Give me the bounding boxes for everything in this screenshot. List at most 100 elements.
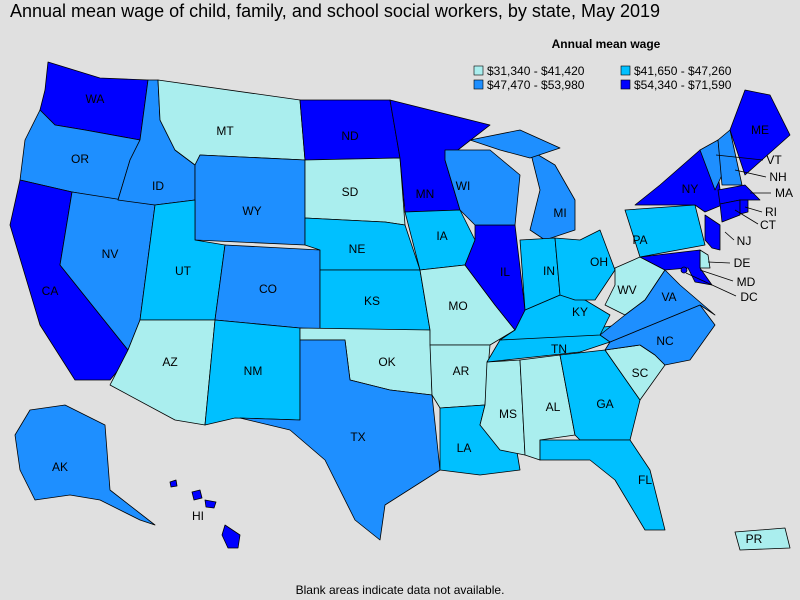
state-label: MT <box>216 124 234 138</box>
legend: Annual mean wage $31,340 - $41,420 $41,6… <box>473 37 732 92</box>
state-label: SC <box>632 366 649 380</box>
state <box>169 479 178 488</box>
legend-swatch <box>620 65 631 76</box>
state-label: ID <box>152 179 164 193</box>
state <box>204 499 217 509</box>
state-label: ND <box>341 129 359 143</box>
state <box>464 224 526 331</box>
state <box>239 339 441 541</box>
state-label: PR <box>746 532 763 546</box>
legend-title: Annual mean wage <box>552 37 661 51</box>
state-label: WA <box>86 92 105 106</box>
state-label: RI <box>765 205 777 219</box>
state-label: IN <box>543 264 555 278</box>
state <box>717 129 743 186</box>
state <box>734 527 791 551</box>
state-label: VA <box>661 290 676 304</box>
state-label: VT <box>766 153 782 167</box>
leader-line <box>699 269 734 282</box>
state-label: NV <box>102 247 119 261</box>
state-label: DE <box>734 256 751 270</box>
state-label: MI <box>553 206 566 220</box>
state-label: NJ <box>737 234 752 248</box>
state <box>194 154 306 246</box>
state-label: WV <box>617 283 636 297</box>
state-label: ME <box>751 123 769 137</box>
state <box>539 439 666 531</box>
state-label: AK <box>52 460 68 474</box>
state-label: KS <box>364 294 380 308</box>
state <box>717 184 761 205</box>
state-label: PA <box>632 233 647 247</box>
state-label: KY <box>572 305 588 319</box>
state <box>191 489 203 501</box>
state <box>739 199 749 215</box>
legend-label: $41,650 - $47,260 <box>634 64 732 78</box>
state-label: MD <box>737 275 756 289</box>
state-label: MS <box>499 407 517 421</box>
leader-line <box>707 261 731 264</box>
state <box>624 204 706 258</box>
state-label: OK <box>378 355 395 369</box>
leader-line <box>715 154 764 161</box>
state <box>599 269 716 343</box>
state-label: CO <box>259 282 277 296</box>
state-label: NY <box>682 182 699 196</box>
leader-line <box>744 206 763 213</box>
state-labels: WA OR CA NV ID MT WY UT AZ CO NM ND SD N… <box>42 92 793 546</box>
state <box>554 229 616 301</box>
state-label: NC <box>656 334 674 348</box>
leader-line <box>734 169 767 178</box>
legend-swatch <box>620 79 631 90</box>
footnote: Blank areas indicate data not available. <box>296 583 505 597</box>
state-label: NH <box>769 170 786 184</box>
state <box>680 266 688 274</box>
state-label: OR <box>71 152 89 166</box>
state-label: LA <box>457 441 472 455</box>
legend-label: $54,340 - $71,590 <box>634 78 732 92</box>
legend-swatch <box>473 65 484 76</box>
state-label: WI <box>456 179 471 193</box>
state-label: NE <box>349 242 366 256</box>
state-label: AR <box>453 364 470 378</box>
state-label: TN <box>551 342 567 356</box>
state-label: AL <box>546 400 561 414</box>
leader-line <box>734 209 759 225</box>
leader-line <box>685 272 737 297</box>
state-label: UT <box>175 264 192 278</box>
state-label: FL <box>638 473 652 487</box>
state-label: AZ <box>162 355 177 369</box>
state-label: DC <box>740 290 758 304</box>
state <box>719 199 741 223</box>
leader-line <box>724 231 735 241</box>
state-label: HI <box>192 509 204 523</box>
state-label: MN <box>416 187 435 201</box>
state <box>604 304 716 366</box>
state-label: WY <box>242 204 261 218</box>
state-label: IL <box>500 265 510 279</box>
state-label: GA <box>596 397 613 411</box>
state <box>729 89 791 176</box>
state-label: MA <box>775 186 793 200</box>
state-label: CA <box>42 284 59 298</box>
state-label: CT <box>760 218 777 232</box>
state-label: MO <box>448 299 467 313</box>
map-title: Annual mean wage of child, family, and s… <box>10 1 660 21</box>
leader-lines <box>685 154 771 297</box>
state <box>221 524 241 549</box>
state <box>444 149 521 226</box>
state-label: TX <box>350 430 365 444</box>
state <box>14 404 156 526</box>
state <box>529 149 576 241</box>
state-label: SD <box>342 185 359 199</box>
legend-label: $47,470 - $53,980 <box>487 78 585 92</box>
states <box>9 61 791 551</box>
state <box>704 214 721 251</box>
state <box>469 129 561 159</box>
state-label: OH <box>590 255 608 269</box>
state-label: IA <box>436 229 447 243</box>
legend-label: $31,340 - $41,420 <box>487 64 585 78</box>
legend-swatch <box>473 79 484 90</box>
state-label: NM <box>244 364 263 378</box>
